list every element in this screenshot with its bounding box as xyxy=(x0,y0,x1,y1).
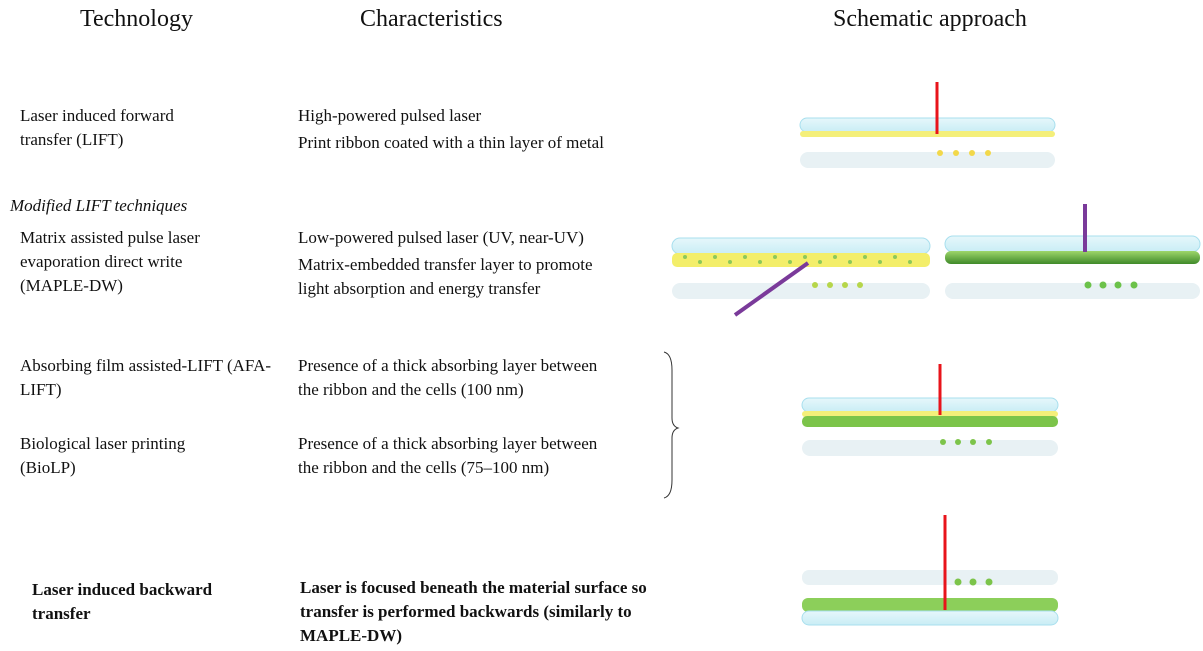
technology: Laser induced forward transfer (LIFT) xyxy=(20,106,174,149)
characteristic: Matrix-embedded transfer layer to promot… xyxy=(298,255,593,298)
characteristics: Presence of a thick absorbing layer betw… xyxy=(298,432,598,483)
libt-schematic xyxy=(801,515,1059,626)
afa-schematic xyxy=(801,364,1059,456)
characteristic: Print ribbon coated with a thin layer of… xyxy=(298,133,604,152)
header: Characteristics xyxy=(360,6,503,32)
characteristics: Low-powered pulsed laser (UV, near-UV) M… xyxy=(298,226,613,304)
technology: Laser induced backward transfer xyxy=(32,580,213,623)
lift-schematic xyxy=(799,82,1056,168)
header: Technology xyxy=(80,6,193,32)
brace xyxy=(663,351,680,499)
characteristic: Laser is focused beneath the material su… xyxy=(300,578,647,645)
section-label: Modified LIFT techniques xyxy=(10,196,188,215)
header: Schematic approach xyxy=(833,6,1027,32)
characteristic: Low-powered pulsed laser (UV, near-UV) xyxy=(298,228,584,247)
characteristic: High-powered pulsed laser xyxy=(298,106,482,125)
technology: Matrix assisted pulse laser evaporation … xyxy=(20,228,200,295)
technology: Absorbing film assisted-LIFT (AFA-LIFT) xyxy=(20,356,272,399)
maple-schematic xyxy=(671,204,1201,317)
characteristics: Laser is focused beneath the material su… xyxy=(300,576,655,651)
characteristic: Presence of a thick absorbing layer betw… xyxy=(298,356,598,399)
characteristics: Presence of a thick absorbing layer betw… xyxy=(298,354,598,405)
technology: Biological laser printing (BioLP) xyxy=(20,434,186,477)
characteristic: Presence of a thick absorbing layer betw… xyxy=(298,434,598,477)
characteristics: High-powered pulsed laser Print ribbon c… xyxy=(298,104,633,158)
